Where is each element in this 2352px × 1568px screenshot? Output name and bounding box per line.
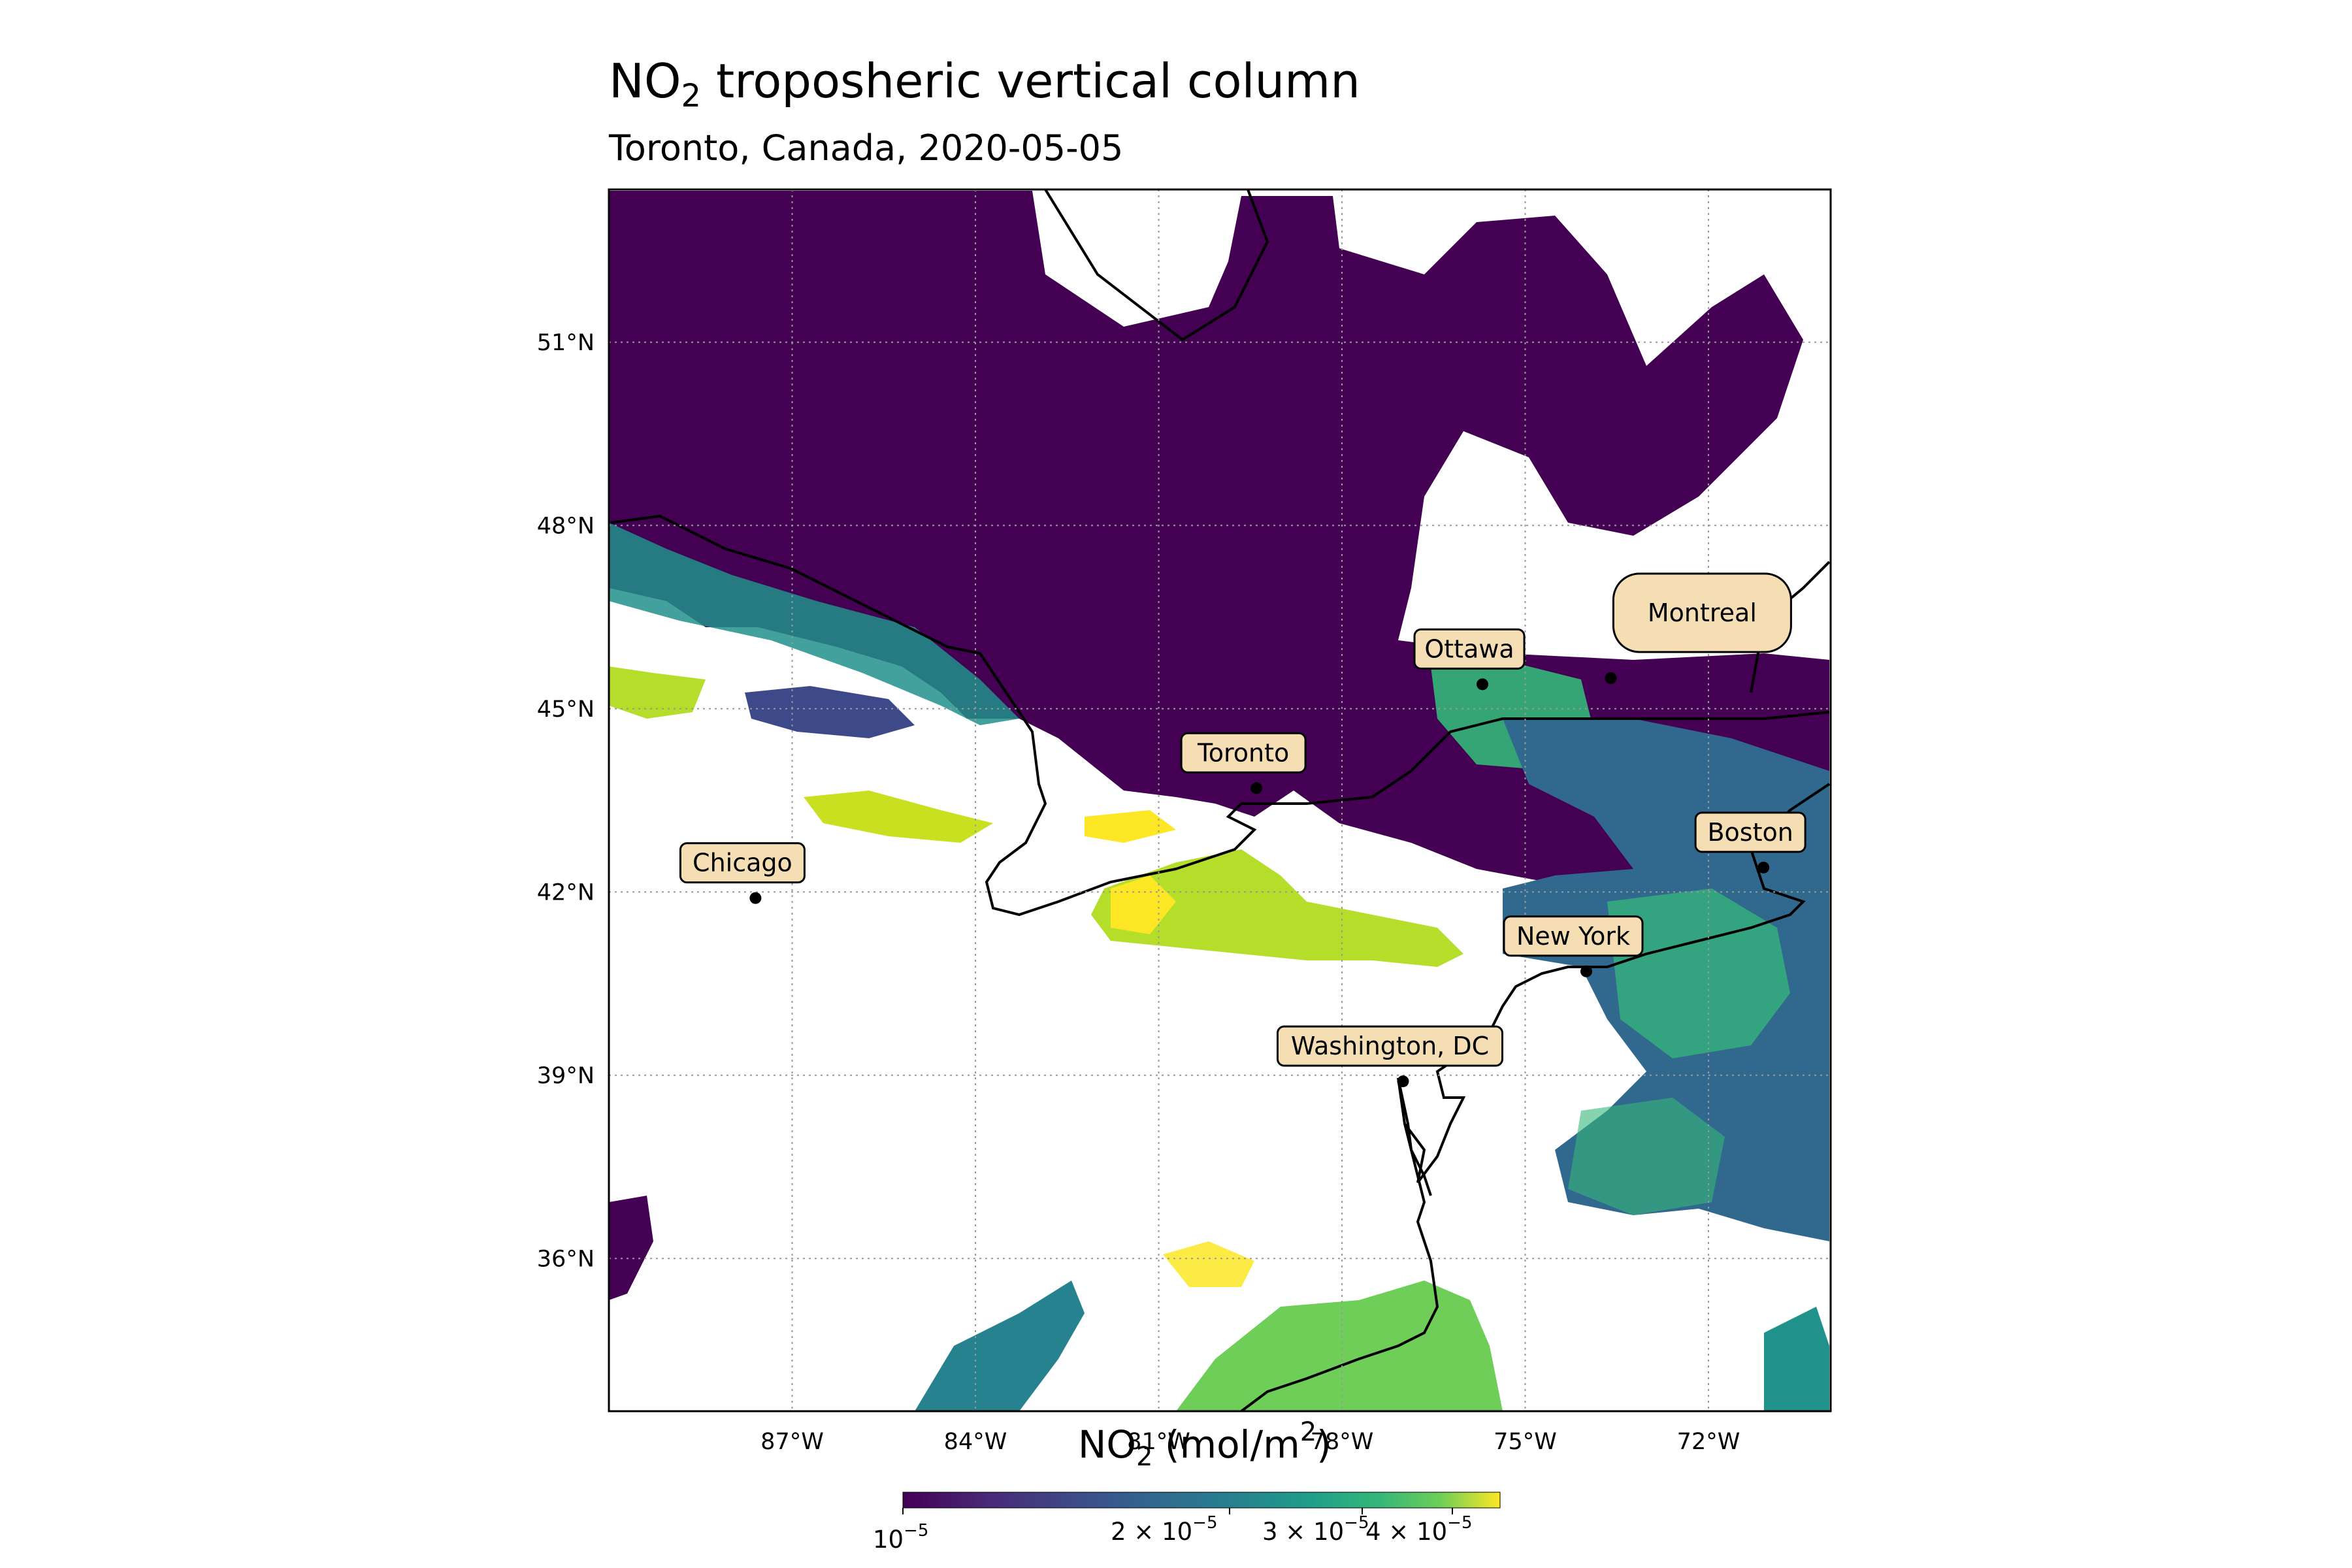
city-label-box xyxy=(1180,732,1307,774)
cb-tick-exp: −5 xyxy=(1344,1513,1369,1533)
title-prefix: NO xyxy=(609,54,681,108)
delmarva-coast xyxy=(1240,1077,1439,1411)
map-frame xyxy=(608,188,1832,1413)
city-label: Chicago xyxy=(693,849,792,877)
lat-tick-label: 39°N xyxy=(537,1063,595,1089)
city-chicago: Chicago xyxy=(679,842,806,904)
cb-tick-exp: −5 xyxy=(1192,1513,1218,1533)
city-label-box xyxy=(679,842,806,884)
city-marker xyxy=(1397,1075,1409,1088)
gridlines xyxy=(609,189,1831,1411)
city-marker xyxy=(1580,965,1592,977)
city-marker xyxy=(1477,678,1489,691)
lat-tick-label: 51°N xyxy=(537,330,595,356)
no2-southeast-dots xyxy=(1764,1307,1829,1411)
cb-label-end: ) xyxy=(1316,1422,1331,1467)
no2-mid-band xyxy=(609,523,1019,725)
no2-high-band xyxy=(1091,849,1463,967)
no2-south-yellow xyxy=(1163,1241,1254,1287)
lon-tick-label: 78°W xyxy=(1311,1429,1374,1455)
city-ottawa: Ottawa xyxy=(1413,628,1526,691)
city-marker xyxy=(1757,861,1770,874)
city-label-box xyxy=(1694,811,1806,853)
cb-label-prefix: NO xyxy=(1078,1422,1137,1467)
no2-west-low xyxy=(745,686,915,738)
cb-ticklabel-1: 10−5 xyxy=(873,1522,928,1552)
city-montreal: Montreal xyxy=(1605,572,1792,684)
map-title: NO2 troposheric vertical column xyxy=(609,57,1360,112)
title-subscript: 2 xyxy=(681,78,702,114)
cb-tick-base: 10 xyxy=(873,1526,904,1554)
city-marker xyxy=(1250,782,1263,794)
lat-tick-label: 42°N xyxy=(537,879,595,906)
city-markers: Ottawa Montreal Toronto Boston Chicago New Yo… xyxy=(679,572,1806,1088)
cb-ticklabel-3: 3 × 10−5 xyxy=(1262,1514,1369,1544)
lon-tick-label: 87°W xyxy=(760,1429,824,1455)
cb-tick-base: 3 × 10 xyxy=(1262,1518,1345,1546)
city-marker xyxy=(749,892,762,904)
cb-label-sub: 2 xyxy=(1136,1442,1153,1472)
lat-tick-label: 48°N xyxy=(537,513,595,539)
city-label: Ottawa xyxy=(1424,634,1514,663)
colorbar-label: NO2 (mol/m2) xyxy=(1078,1419,1331,1470)
no2-east-green xyxy=(1607,889,1790,1058)
no2-southwest-patch xyxy=(915,1281,1085,1411)
cb-tick-exp: −5 xyxy=(1447,1513,1473,1533)
no2-west-patch xyxy=(609,666,706,719)
city-label-box xyxy=(1413,628,1526,670)
us-canada-border-west xyxy=(610,514,1257,917)
hudson-bay-coast xyxy=(1044,189,1269,342)
lat-tick-label: 45°N xyxy=(537,696,595,723)
city-label: Toronto xyxy=(1197,738,1289,767)
lon-tick-label: 75°W xyxy=(1494,1429,1557,1455)
city-label-box xyxy=(1277,1025,1503,1067)
city-boston: Boston xyxy=(1694,811,1806,874)
cb-ticklabel-4: 4 × 10−5 xyxy=(1365,1514,1472,1544)
city-label-box xyxy=(1503,915,1644,957)
city-label: Boston xyxy=(1707,818,1793,847)
title-rest: troposheric vertical column xyxy=(701,54,1360,108)
cb-label-sup: 2 xyxy=(1299,1417,1317,1447)
lake-ontario-shore xyxy=(1241,711,1830,805)
lat-tick-label: 36°N xyxy=(537,1246,595,1272)
cb-ticklabel-2: 2 × 10−5 xyxy=(1111,1514,1217,1544)
city-washington-dc: Washington, DC xyxy=(1277,1025,1503,1088)
no2-south-edge-patch xyxy=(609,1196,653,1300)
cb-tick-base: 2 × 10 xyxy=(1111,1518,1193,1546)
lon-tick-label: 72°W xyxy=(1677,1429,1740,1455)
city-label: New York xyxy=(1516,922,1630,951)
no2-lakeshore-patch xyxy=(1085,810,1176,843)
no2-high-core xyxy=(1111,875,1176,934)
colorbar-ticks xyxy=(902,1508,1453,1514)
no2-south-patch xyxy=(1176,1281,1503,1411)
city-label: Montreal xyxy=(1648,598,1757,627)
tick-labels: 87°W 84°W 81°W 78°W 75°W 72°W 51°N 48°N 45°N 42°N… xyxy=(537,330,1740,1455)
cb-tick-base: 4 × 10 xyxy=(1365,1518,1448,1546)
map-subtitle: Toronto, Canada, 2020-05-05 xyxy=(609,127,1124,169)
city-new-york: New York xyxy=(1503,915,1644,977)
city-marker xyxy=(1605,672,1617,684)
cb-label-mid: (mol/m xyxy=(1152,1422,1300,1467)
no2-erie-patch xyxy=(804,791,993,843)
city-label: Washington, DC xyxy=(1291,1032,1489,1060)
colorbar xyxy=(902,1492,1501,1509)
lon-tick-label: 81°W xyxy=(1127,1429,1190,1455)
lon-tick-label: 84°W xyxy=(944,1429,1007,1455)
cb-tick-exp: −5 xyxy=(904,1521,929,1541)
city-label-box xyxy=(1612,572,1792,653)
no2-southeast-green xyxy=(1568,1098,1725,1215)
city-toronto: Toronto xyxy=(1180,732,1307,794)
